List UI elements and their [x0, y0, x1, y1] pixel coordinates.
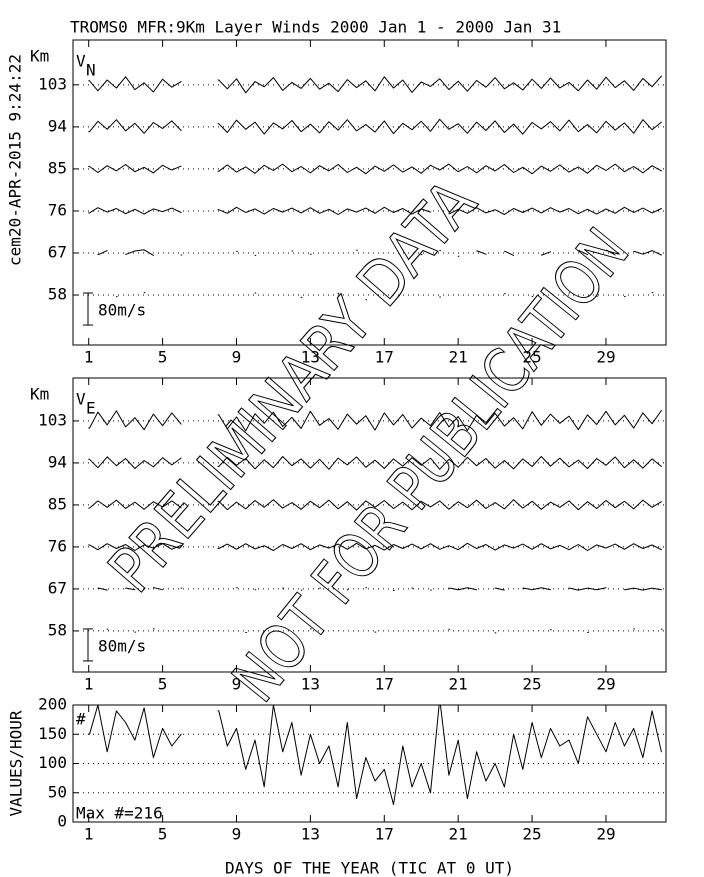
wind-trace	[88, 206, 662, 215]
y-tick-label: 85	[48, 494, 67, 513]
y-tick-label: 100	[38, 753, 67, 772]
x-tick-label: 29	[596, 348, 615, 367]
line-group	[88, 705, 662, 805]
x-tick-label: 5	[158, 825, 168, 844]
x-tick-label: 29	[596, 825, 615, 844]
x-tick-label: 17	[375, 825, 394, 844]
y-unit: Km	[30, 385, 49, 404]
wind-trace	[88, 542, 662, 551]
x-tick-label: 25	[522, 675, 541, 694]
x-tick-label: 5	[158, 348, 168, 367]
wind-trace	[88, 410, 662, 432]
x-tick-label: 17	[375, 675, 394, 694]
x-tick-label: 13	[301, 825, 320, 844]
x-tick-label: 25	[522, 825, 541, 844]
y-tick-label: 103	[38, 410, 67, 429]
traces	[88, 75, 662, 301]
y-tick-label: 94	[48, 116, 67, 135]
plot-frame	[72, 39, 667, 346]
scale-bar-label: 80m/s	[98, 636, 146, 655]
y-tick-label: 50	[48, 782, 67, 801]
x-tick-label: 25	[522, 348, 541, 367]
x-tick-label: 1	[84, 675, 94, 694]
component: V	[76, 52, 86, 71]
y-tick-label: 200	[38, 695, 67, 714]
wind-trace	[88, 456, 662, 470]
y-tick-label: 150	[38, 724, 67, 743]
component: V	[76, 390, 86, 409]
wind-trace	[97, 587, 662, 591]
x-tick-label: 13	[301, 675, 320, 694]
wind-trace	[88, 75, 662, 94]
count-line	[88, 705, 662, 805]
scale-bar-label: 80m/s	[98, 301, 146, 320]
x-tick-label: 21	[449, 348, 468, 367]
x-tick-label: 1	[84, 825, 94, 844]
wind-trace	[88, 163, 662, 175]
y-tick-label: 76	[48, 200, 67, 219]
y-unit: Km	[30, 47, 49, 66]
plot-frame	[72, 704, 667, 823]
x-tick-label: 1	[84, 348, 94, 367]
x-tick-label: 21	[449, 825, 468, 844]
watermark: NOT FOR PUBLICATION	[218, 215, 643, 716]
component-sub: E	[86, 399, 96, 418]
chart-title: TROMS0 MFR:9Km Layer Winds 2000 Jan 1 - …	[70, 18, 561, 37]
traces	[88, 410, 663, 634]
x-tick-label: 5	[158, 675, 168, 694]
x-axis-label: DAYS OF THE YEAR (TIC AT 0 UT)	[225, 859, 514, 877]
wind-trace	[115, 292, 654, 301]
x-tick-label: 9	[232, 675, 242, 694]
y-tick-label: 94	[48, 452, 67, 471]
marker-label: #	[76, 710, 86, 729]
x-tick-label: 9	[232, 348, 242, 367]
y-tick-label: 76	[48, 536, 67, 555]
y-axis-label: VALUES/HOUR	[7, 710, 26, 816]
x-tick-label: 17	[375, 348, 394, 367]
wind-trace	[88, 118, 662, 135]
plot-frame	[72, 377, 667, 673]
max-note: Max #=216	[76, 804, 163, 823]
x-tick-label: 9	[232, 825, 242, 844]
y-tick-label: 58	[48, 285, 67, 304]
y-tick-label: 67	[48, 578, 67, 597]
y-tick-label: 85	[48, 158, 67, 177]
x-tick-label: 21	[449, 675, 468, 694]
stamp: cem20-APR-2015 9:24:22	[6, 54, 25, 266]
y-tick-label: 0	[57, 812, 67, 831]
x-tick-label: 29	[596, 675, 615, 694]
y-tick-label: 103	[38, 74, 67, 93]
y-tick-label: 58	[48, 620, 67, 639]
wind-trace	[97, 249, 662, 257]
component-sub: N	[86, 61, 96, 80]
wind-trace	[88, 499, 662, 511]
x-tick-label: 13	[301, 348, 320, 367]
watermark: PRELIMINARY DATA	[94, 166, 490, 606]
wind-trace	[106, 628, 663, 634]
y-tick-label: 67	[48, 242, 67, 261]
